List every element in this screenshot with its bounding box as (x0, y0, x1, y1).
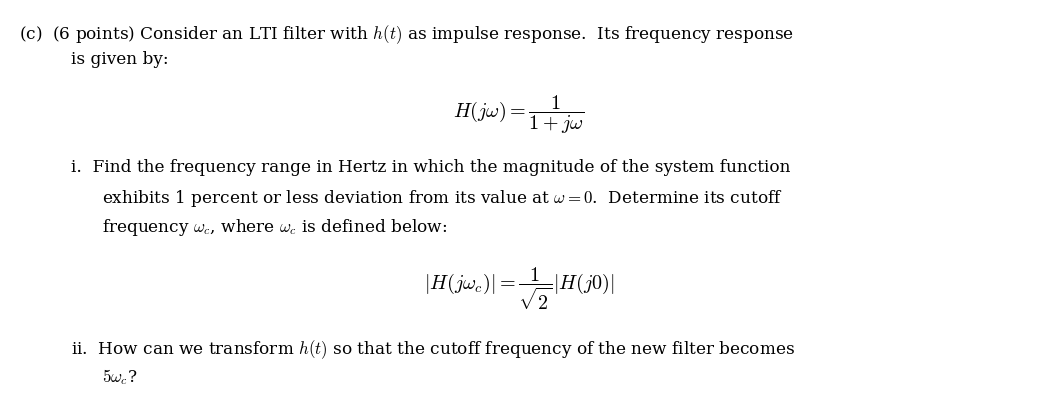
Text: i.  Find the frequency range in Hertz in which the magnitude of the system funct: i. Find the frequency range in Hertz in … (71, 159, 790, 176)
Text: ii.  How can we transform $h(t)$ so that the cutoff frequency of the new filter : ii. How can we transform $h(t)$ so that … (71, 338, 795, 361)
Text: is given by:: is given by: (71, 51, 168, 68)
Text: $5\omega_c$?: $5\omega_c$? (102, 367, 137, 387)
Text: (c)  (6 points) Consider an LTI filter with $h(t)$ as impulse response.  Its fre: (c) (6 points) Consider an LTI filter wi… (19, 23, 794, 46)
Text: frequency $\omega_c$, where $\omega_c$ is defined below:: frequency $\omega_c$, where $\omega_c$ i… (102, 217, 446, 238)
Text: exhibits 1 percent or less deviation from its value at $\omega = 0$.  Determine : exhibits 1 percent or less deviation fro… (102, 188, 783, 209)
Text: $|H(j\omega_c)| = \dfrac{1}{\sqrt{2}}|H(j0)|$: $|H(j\omega_c)| = \dfrac{1}{\sqrt{2}}|H(… (424, 265, 614, 312)
Text: $H(j\omega) = \dfrac{1}{1 + j\omega}$: $H(j\omega) = \dfrac{1}{1 + j\omega}$ (454, 94, 584, 136)
